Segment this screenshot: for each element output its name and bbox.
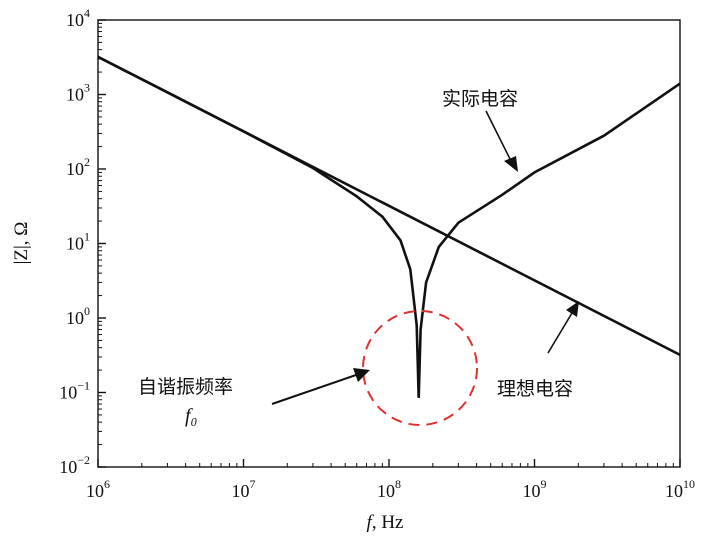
x-tick-label: 109 <box>523 477 547 501</box>
arrow-self-resonance <box>271 368 370 405</box>
real-capacitor-label: 实际电容 <box>442 88 518 110</box>
y-tick-label: 10−1 <box>59 379 90 403</box>
x-tick-label: 1010 <box>665 477 695 501</box>
resonance-highlight-circle <box>362 310 478 426</box>
y-axis-ticks: 10−2 10−1 100 101 102 103 104 <box>59 6 106 477</box>
plot-frame <box>97 19 681 468</box>
y-tick-label: 10−2 <box>59 453 90 477</box>
y-tick-label: 104 <box>66 6 90 30</box>
y-tick-label: 102 <box>66 155 90 179</box>
y-tick-label: 103 <box>66 81 90 105</box>
arrow-ideal-capacitor <box>547 301 579 354</box>
ideal-capacitor-label: 理想电容 <box>497 378 573 400</box>
resonance-frequency-symbol: f₀ <box>185 405 198 427</box>
x-tick-label: 108 <box>377 477 401 501</box>
x-axis-ticks: 106 107 108 109 1010 <box>86 459 695 501</box>
y-tick-label: 100 <box>66 304 90 328</box>
self-resonance-label: 自谐振频率 <box>138 376 233 398</box>
y-tick-label: 101 <box>66 230 90 254</box>
y-axis-label: |Z|, Ω <box>11 222 32 265</box>
arrow-real-capacitor <box>485 110 518 172</box>
real-capacitor-curve <box>97 55 681 398</box>
x-tick-label: 107 <box>232 477 256 501</box>
x-axis-label: f, Hz <box>367 512 404 533</box>
x-tick-label: 106 <box>86 477 110 501</box>
